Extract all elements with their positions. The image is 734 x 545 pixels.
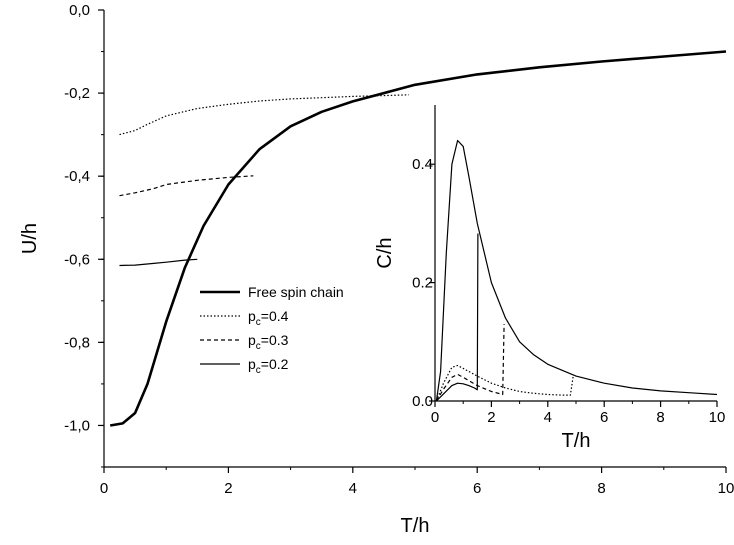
main-y-tick-label: -0,6 bbox=[64, 251, 90, 268]
main-series bbox=[109, 50, 727, 427]
inset-series bbox=[435, 139, 718, 402]
main-x-tick-label: 8 bbox=[597, 480, 605, 497]
inset-series-line bbox=[435, 233, 479, 402]
main-x-tick-label: 4 bbox=[349, 480, 357, 497]
inset-x-tick-label: 8 bbox=[656, 409, 664, 426]
main-series-line bbox=[119, 175, 254, 197]
inset-y-tick-label: 0.4 bbox=[412, 156, 433, 173]
legend-label-main: p bbox=[248, 332, 256, 348]
inset-background bbox=[365, 105, 725, 461]
main-y-tick-label: 0,0 bbox=[69, 2, 90, 19]
inset-y-tick-label: 0.0 bbox=[412, 393, 433, 410]
inset-series-line bbox=[435, 139, 718, 402]
legend-label-subscript: c bbox=[256, 317, 261, 328]
inset-x-tick-label: 0 bbox=[431, 409, 439, 426]
inset-x-tick-label: 2 bbox=[487, 409, 495, 426]
inset-y-axis-title: C/h bbox=[374, 237, 396, 268]
main-x-tick-label: 0 bbox=[100, 480, 108, 497]
legend-label-main: Free spin chain bbox=[248, 284, 344, 300]
legend-label: pc=0.4 bbox=[248, 308, 289, 328]
inset-x-tick-label: 6 bbox=[600, 409, 608, 426]
main-series-line bbox=[119, 258, 198, 267]
inset-plot: 0 2 4 6 8 10 0.0 0.2 0.4 T/h C/h bbox=[365, 105, 725, 461]
legend-label-value: =0.2 bbox=[261, 356, 289, 372]
legend-label: pc=0.2 bbox=[248, 356, 289, 376]
legend-label-value: =0.4 bbox=[261, 308, 289, 324]
main-y-tick-label: -0,8 bbox=[64, 334, 90, 351]
legend-label-subscript: c bbox=[256, 365, 261, 376]
legend-label: pc=0.3 bbox=[248, 332, 289, 352]
legend-label-main: p bbox=[248, 308, 256, 324]
main-y-axis-title: U/h bbox=[19, 223, 41, 254]
inset-x-tick-label: 10 bbox=[709, 409, 726, 426]
inset-x-tick-label: 4 bbox=[544, 409, 552, 426]
main-y-tick-label: -0,2 bbox=[64, 85, 90, 102]
legend-label-value: =0.3 bbox=[261, 332, 289, 348]
main-y-tick-label: -0,4 bbox=[64, 168, 90, 185]
legend-label-main: p bbox=[248, 356, 256, 372]
inset-series-line bbox=[435, 323, 505, 402]
inset-series-line bbox=[435, 364, 574, 402]
main-x-tick-label: 2 bbox=[224, 480, 232, 497]
legend-label: Free spin chain bbox=[248, 284, 344, 300]
main-y-tick-label: -1,0 bbox=[64, 417, 90, 434]
main-series-line bbox=[109, 50, 727, 427]
inset-x-axis-title: T/h bbox=[562, 430, 591, 452]
main-x-axis-title: T/h bbox=[401, 515, 430, 537]
main-x-tick-label: 6 bbox=[473, 480, 481, 497]
main-axes: 0 2 4 6 8 10 0,0 -0,2 -0,4 -0,6 -0,8 -1,0 T/h U/h bbox=[19, 2, 734, 537]
inset-axes: 0 2 4 6 8 10 0.0 0.2 0.4 T/h C/h bbox=[374, 105, 725, 452]
inset-y-tick-label: 0.2 bbox=[412, 275, 433, 292]
main-plot: 0 2 4 6 8 10 0,0 -0,2 -0,4 -0,6 -0,8 -1,0 T/h U/h bbox=[19, 2, 734, 537]
main-x-tick-label: 10 bbox=[718, 480, 734, 497]
legend-label-subscript: c bbox=[256, 341, 261, 352]
